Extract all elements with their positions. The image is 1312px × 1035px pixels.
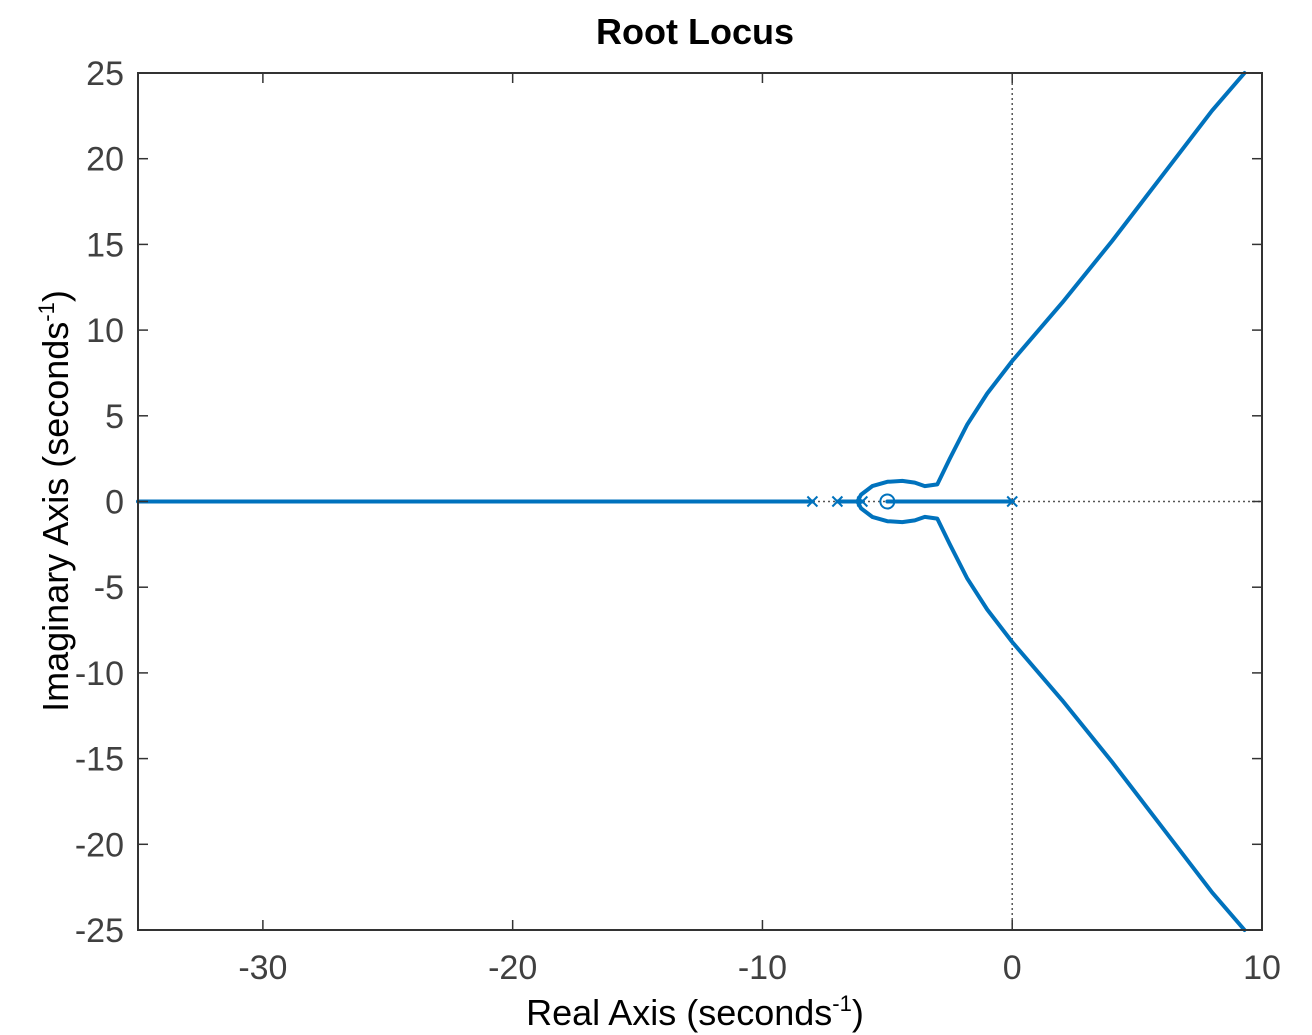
x-axis-label-close: ): [852, 992, 864, 1033]
pole-stroke-b: [806, 495, 819, 508]
y-tick-label: -5: [94, 569, 124, 607]
y-tick-label: -20: [75, 826, 124, 864]
y-axis-ticks: -25 -20 -15 -10 -5 0 5 10 15 20 25: [75, 55, 1262, 950]
y-axis-label-close: ): [35, 290, 76, 302]
zero-marker-1: [879, 493, 896, 510]
y-tick-label: -15: [75, 741, 124, 779]
y-tick-label: 10: [86, 312, 124, 350]
y-tick-label: 5: [105, 398, 124, 436]
pole-stroke-b: [856, 495, 869, 508]
y-tick-label: 20: [86, 141, 124, 179]
y-axis-label-exponent: -1: [34, 302, 59, 322]
y-axis-label-text: Imaginary Axis (seconds: [35, 322, 76, 712]
x-axis-label: Real Axis (seconds-1): [526, 991, 864, 1033]
pole-marker-2: [831, 495, 844, 508]
x-tick-label: 0: [1003, 949, 1022, 987]
locus-branch-5: [855, 499, 1247, 932]
x-tick-label: -30: [238, 949, 287, 987]
y-tick-label: 15: [86, 226, 124, 264]
y-tick-label: -25: [75, 912, 124, 950]
chart-title: Root Locus: [596, 11, 794, 52]
pole-zero-markers: [806, 493, 1018, 510]
pole-stroke-b: [1006, 495, 1018, 508]
x-tick-label: -10: [738, 949, 787, 987]
x-axis-label-text: Real Axis (seconds: [526, 992, 832, 1033]
pole-stroke-b: [831, 495, 844, 508]
locus-branch-4: [855, 71, 1247, 504]
locus-branches: [136, 71, 1247, 932]
pole-marker-3: [856, 495, 869, 508]
x-axis-label-exponent: -1: [832, 991, 852, 1016]
y-tick-label: 0: [105, 484, 124, 522]
x-tick-label: -20: [488, 949, 537, 987]
y-tick-label: 25: [86, 55, 124, 93]
pole-marker-4: [1006, 495, 1018, 508]
pole-marker-1: [806, 495, 819, 508]
x-tick-label: 10: [1243, 949, 1281, 987]
y-axis-label: Imaginary Axis (seconds-1): [34, 290, 76, 712]
x-axis-ticks: -30 -20 -10 0 10: [238, 73, 1281, 987]
y-tick-label: -10: [75, 655, 124, 693]
